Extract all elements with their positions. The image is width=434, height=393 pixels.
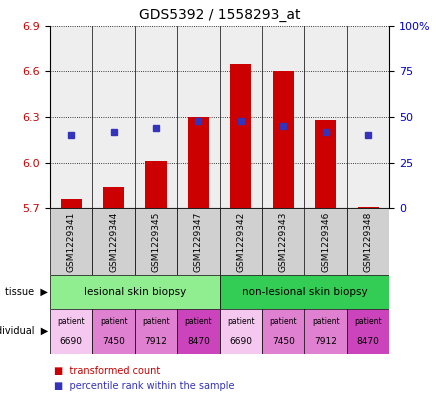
Bar [187, 117, 209, 208]
Title: GDS5392 / 1558293_at: GDS5392 / 1558293_at [138, 8, 300, 22]
Text: 7450: 7450 [271, 336, 294, 345]
Bar [60, 199, 82, 208]
Bar [304, 26, 346, 208]
Bar [135, 26, 177, 208]
Bar [92, 309, 135, 354]
Bar [92, 208, 135, 275]
Bar [135, 208, 177, 275]
Bar [314, 120, 335, 208]
Text: GSM1229345: GSM1229345 [151, 211, 160, 272]
Bar [219, 208, 261, 275]
Bar [219, 275, 388, 309]
Text: patient: patient [311, 317, 339, 326]
Bar [219, 26, 261, 208]
Text: 8470: 8470 [187, 336, 210, 345]
Bar [272, 71, 293, 208]
Text: GSM1229344: GSM1229344 [109, 211, 118, 272]
Text: 6690: 6690 [59, 336, 82, 345]
Bar [92, 26, 135, 208]
Bar [304, 208, 346, 275]
Text: 7912: 7912 [313, 336, 336, 345]
Text: patient: patient [353, 317, 381, 326]
Text: GSM1229348: GSM1229348 [363, 211, 372, 272]
Bar [135, 309, 177, 354]
Bar [346, 26, 388, 208]
Text: 7912: 7912 [144, 336, 167, 345]
Bar [346, 208, 388, 275]
Text: tissue  ▶: tissue ▶ [5, 287, 48, 297]
Bar [261, 208, 304, 275]
Bar [50, 26, 92, 208]
Bar [219, 309, 261, 354]
Bar [50, 208, 92, 275]
Text: GSM1229346: GSM1229346 [320, 211, 329, 272]
Text: patient: patient [269, 317, 296, 326]
Text: ■  transformed count: ■ transformed count [54, 366, 160, 376]
Text: patient: patient [57, 317, 85, 326]
Bar [261, 309, 304, 354]
Bar [50, 309, 92, 354]
Bar [177, 208, 219, 275]
Bar [230, 64, 251, 208]
Text: patient: patient [99, 317, 127, 326]
Text: 8470: 8470 [356, 336, 379, 345]
Text: GSM1229347: GSM1229347 [194, 211, 203, 272]
Text: GSM1229341: GSM1229341 [66, 211, 76, 272]
Bar [177, 309, 219, 354]
Bar [50, 275, 219, 309]
Text: patient: patient [142, 317, 170, 326]
Text: 7450: 7450 [102, 336, 125, 345]
Text: 6690: 6690 [229, 336, 252, 345]
Text: ■  percentile rank within the sample: ■ percentile rank within the sample [54, 381, 234, 391]
Text: patient: patient [227, 317, 254, 326]
Text: patient: patient [184, 317, 212, 326]
Bar [357, 207, 378, 208]
Bar [261, 26, 304, 208]
Text: GSM1229343: GSM1229343 [278, 211, 287, 272]
Text: individual  ▶: individual ▶ [0, 326, 48, 336]
Text: non-lesional skin biopsy: non-lesional skin biopsy [241, 287, 366, 297]
Bar [103, 187, 124, 208]
Bar [177, 26, 219, 208]
Text: GSM1229342: GSM1229342 [236, 211, 245, 272]
Text: lesional skin biopsy: lesional skin biopsy [83, 287, 186, 297]
Bar [304, 309, 346, 354]
Bar [346, 309, 388, 354]
Bar [145, 161, 166, 208]
